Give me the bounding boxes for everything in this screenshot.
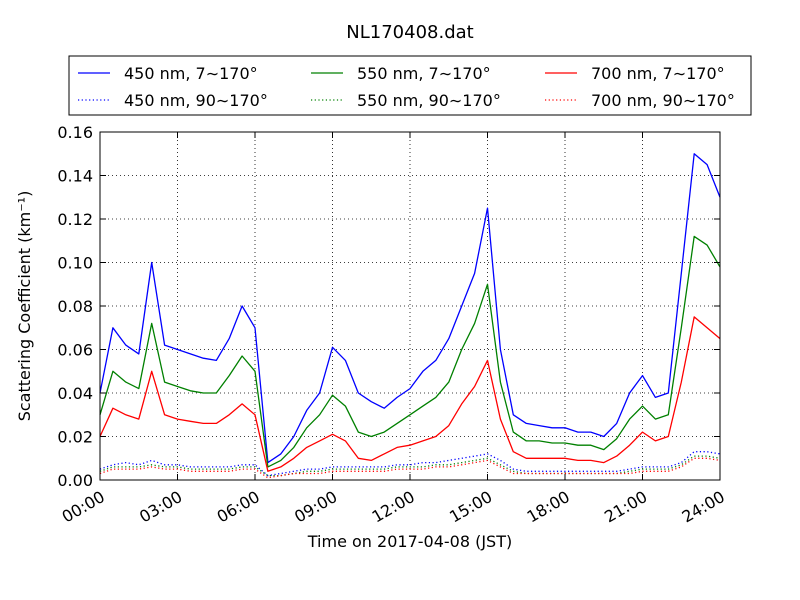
legend-label-5: 700 nm, 90∼170°	[591, 91, 735, 110]
series-line-0	[99, 153, 721, 464]
x-axis-label: Time on 2017-04-08 (JST)	[307, 532, 512, 551]
y-tick-label: 0.04	[57, 384, 93, 403]
legend-label-1: 450 nm, 90∼170°	[124, 91, 268, 110]
legend-label-3: 550 nm, 90∼170°	[357, 91, 501, 110]
legend-label-2: 550 nm, 7∼170°	[357, 64, 491, 83]
legend-label-0: 450 nm, 7∼170°	[124, 64, 258, 83]
chart-title: NL170408.dat	[346, 22, 473, 43]
legend-entries: 450 nm, 7∼170° 450 nm, 90∼170° 550 nm, 7∼1…	[78, 64, 735, 110]
legend-box	[68, 55, 752, 116]
y-tick-label: 0.12	[57, 210, 93, 229]
series-lines	[99, 153, 721, 479]
y-tick-label: 0.10	[57, 254, 93, 273]
y-tick-label: 0.06	[57, 341, 93, 360]
y-tick-label: 0.14	[57, 167, 93, 186]
series-line-1	[99, 451, 721, 477]
y-tick-label: 0.02	[57, 428, 93, 447]
legend: 450 nm, 7∼170° 450 nm, 90∼170° 550 nm, 7∼1…	[68, 55, 752, 116]
y-tick-label: 0.08	[57, 297, 93, 316]
series-line-5	[99, 457, 721, 479]
y-tick-label: 0.16	[57, 123, 93, 142]
y-axis-label: Scattering Coefficient (km⁻¹)	[15, 191, 34, 422]
series-line-2	[99, 235, 721, 468]
y-tick-label: 0.00	[57, 471, 93, 490]
series-line-4	[99, 316, 721, 472]
gridlines	[100, 132, 720, 480]
legend-label-4: 700 nm, 7∼170°	[591, 64, 725, 83]
